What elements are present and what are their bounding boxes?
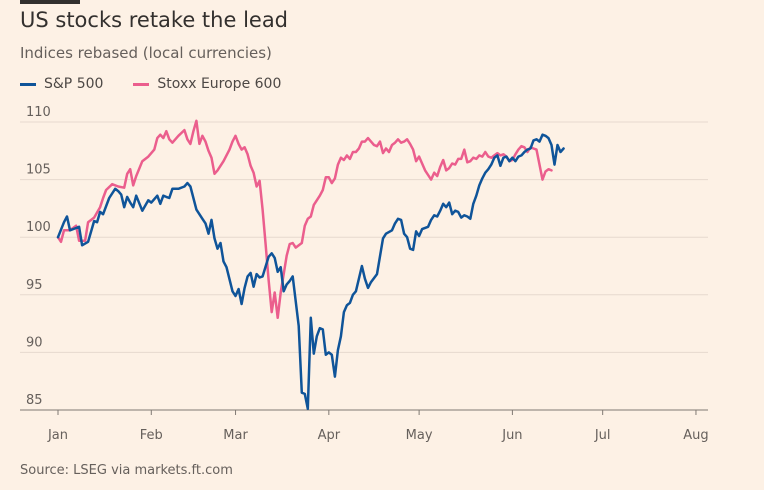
x-tick-label-aug: Aug [683, 428, 708, 443]
x-tick-label-jun: Jun [501, 428, 522, 443]
x-tick-label-feb: Feb [140, 428, 163, 443]
legend-label-sp500: S&P 500 [44, 76, 104, 92]
y-tick-label-95: 95 [26, 278, 43, 293]
legend-swatch-sp500 [20, 82, 36, 86]
y-tick-label-100: 100 [26, 220, 51, 235]
y-tick-label-90: 90 [26, 335, 43, 350]
series-line-stoxx [56, 119, 553, 320]
y-tick-label-110: 110 [26, 105, 51, 120]
y-tick-label-85: 85 [26, 393, 43, 408]
x-tick-label-may: May [406, 428, 433, 443]
y-tick-label-105: 105 [26, 163, 51, 178]
x-tick-label-jan: Jan [47, 428, 68, 443]
legend-swatch-stoxx [133, 82, 150, 86]
legend-item-sp500: S&P 500 [20, 76, 103, 92]
x-tick-label-mar: Mar [223, 428, 248, 443]
series-line-sp500 [56, 133, 565, 411]
x-tick-label-jul: Jul [594, 428, 611, 443]
legend-label-stoxx: Stoxx Europe 600 [157, 76, 282, 92]
chart-title: US stocks retake the lead [20, 8, 289, 32]
x-tick-label-apr: Apr [318, 428, 341, 443]
chart-legend: S&P 500 Stoxx Europe 600 [20, 76, 311, 92]
chart-subtitle: Indices rebased (local currencies) [20, 44, 272, 62]
top-accent-bar [20, 0, 80, 4]
legend-item-stoxx: Stoxx Europe 600 [133, 76, 281, 92]
chart-source: Source: LSEG via markets.ft.com [20, 463, 233, 478]
